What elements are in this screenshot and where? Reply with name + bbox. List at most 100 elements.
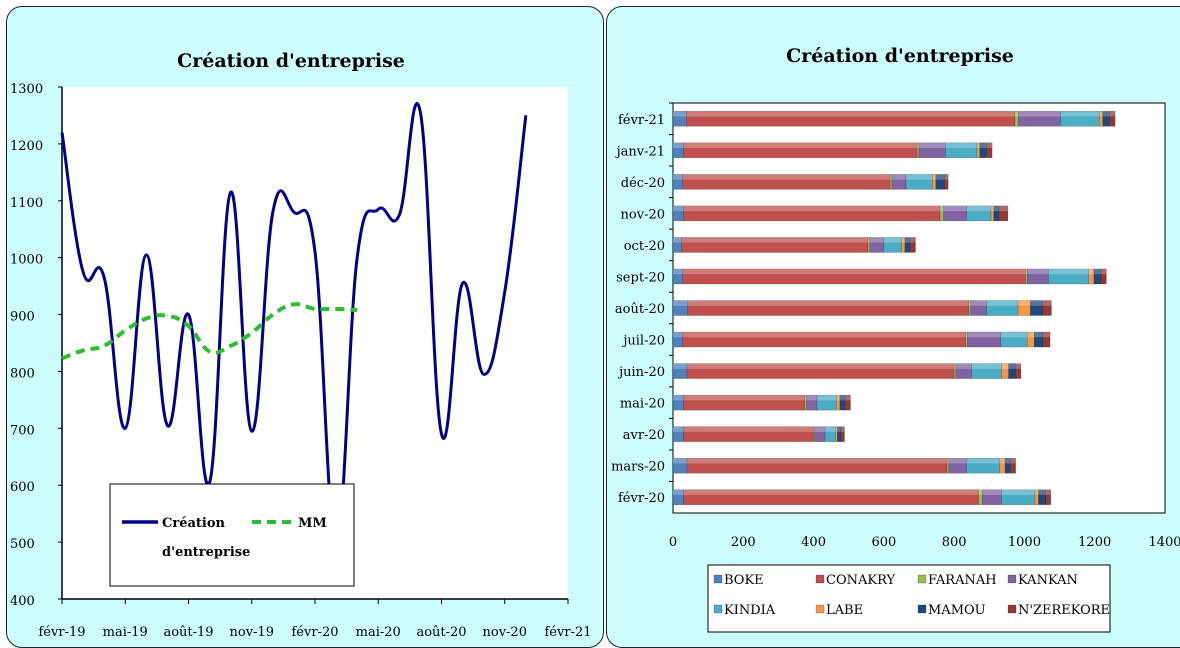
bar-highlight — [999, 458, 1006, 464]
bar-segment-nzerekore — [1109, 111, 1116, 127]
bar-segment-conakry — [686, 363, 955, 379]
y-tick-label: avr-20 — [623, 428, 665, 443]
bar-highlight — [1045, 489, 1051, 495]
bar-segment-nzerekore — [909, 237, 916, 253]
data-point — [230, 345, 232, 347]
bar-highlight — [1027, 268, 1049, 275]
bar-highlight — [686, 111, 1015, 117]
bar-highlight — [966, 458, 1000, 464]
data-point — [314, 308, 316, 310]
data-point — [335, 308, 337, 310]
bar-segment-kindia — [883, 237, 902, 253]
x-tick-label: 1000 — [1008, 535, 1041, 550]
data-point — [293, 303, 295, 305]
x-tick-label: août-19 — [163, 625, 213, 640]
data-point — [441, 433, 442, 435]
y-tick-label: 1200 — [10, 139, 43, 154]
bar-highlight — [1099, 111, 1103, 117]
bar-highlight — [954, 363, 956, 369]
data-point — [504, 291, 506, 293]
bar-segment-nzerekore — [1015, 363, 1022, 379]
x-tick-label: nov-20 — [483, 625, 527, 640]
legend-label: BOKE — [724, 573, 764, 588]
bar-segment-faranah — [813, 426, 815, 442]
data-point — [209, 351, 211, 353]
legend-label: CONAKRY — [826, 573, 895, 588]
bar-segment-labe — [990, 205, 995, 222]
legend-label: KANKAN — [1018, 573, 1078, 588]
bar-segment-nzerekore — [1100, 268, 1107, 285]
y-tick-label: nov-20 — [621, 207, 665, 222]
bar-highlight — [1015, 363, 1021, 369]
line-legend: Création d'entreprise MM — [109, 483, 355, 587]
y-tick-label: août-20 — [615, 302, 665, 317]
bar-highlight — [1030, 300, 1043, 306]
y-tick-label: janv-21 — [615, 144, 665, 159]
bar-highlight — [839, 395, 846, 401]
x-tick-label: 600 — [871, 535, 896, 550]
bar-highlight — [837, 426, 841, 432]
bar-segment-nzerekore — [1042, 331, 1051, 348]
bar-highlight — [1018, 300, 1031, 306]
legend-label-mm: MM — [298, 516, 327, 531]
legend-label: FARANAH — [928, 573, 997, 588]
bar-highlight — [883, 237, 902, 243]
x-tick-label: 800 — [942, 535, 967, 550]
bar-highlight — [683, 142, 918, 149]
bar-highlight — [683, 426, 814, 432]
bar-chart: Création d'entreprise 0 200 400 600 800 1000 1… — [611, 45, 1180, 633]
bar-highlight — [673, 237, 682, 243]
bar-highlight — [1000, 332, 1028, 338]
x-tick-label: nov-19 — [230, 625, 274, 640]
data-point — [525, 114, 527, 116]
data-point — [272, 211, 274, 213]
bar-highlight — [976, 142, 980, 149]
legend-swatch — [815, 604, 825, 614]
bar-segment-nzerekore — [944, 174, 949, 190]
data-point — [293, 211, 295, 213]
data-point — [82, 349, 84, 351]
y-tick-label: oct-20 — [624, 239, 665, 254]
bar-highlight — [673, 111, 687, 117]
bar-highlight — [905, 174, 933, 180]
data-point — [419, 112, 421, 114]
bar-highlight — [890, 174, 892, 180]
x-tick-label: févr-21 — [545, 625, 592, 640]
legend-label: MAMOU — [928, 603, 986, 618]
y-tick-label: 400 — [10, 594, 35, 609]
bar-highlight — [1027, 332, 1035, 338]
y-tick-label: 1100 — [10, 196, 43, 211]
bar-highlight — [910, 237, 916, 243]
bar-highlight — [901, 237, 905, 243]
y-tick-label: juil-20 — [621, 334, 665, 349]
bar-highlight — [1025, 268, 1028, 275]
bar-highlight — [814, 426, 826, 432]
legend-swatch — [713, 574, 723, 584]
x-tick-label: 200 — [731, 535, 756, 550]
bar-highlight — [845, 395, 851, 401]
bar-highlight — [948, 458, 967, 464]
x-tick-label: 1400 — [1148, 535, 1180, 550]
bar-highlight — [687, 363, 955, 369]
data-point — [103, 345, 105, 347]
x-tick-label: mai-19 — [103, 625, 148, 640]
bar-highlight — [1008, 363, 1016, 369]
bar-highlight — [986, 142, 993, 149]
bar-highlight — [904, 237, 911, 243]
bar-segment-nzerekore — [840, 426, 845, 442]
x-tick-label: mai-20 — [356, 625, 401, 640]
bar-segment-nzerekore — [1045, 489, 1052, 505]
bar-highlight — [1005, 458, 1011, 464]
bar-highlight — [979, 142, 987, 149]
bar-highlight — [673, 458, 688, 464]
bar-highlight — [673, 489, 684, 495]
x-tick-label: 1200 — [1078, 535, 1111, 550]
bar-highlight — [966, 205, 992, 212]
line-chart: Création d'entreprise 400 500 600 700 800 900… — [10, 50, 592, 640]
bar-highlight — [982, 489, 1002, 495]
bar-highlight — [673, 363, 688, 369]
bar-segment-nzerekore — [1010, 457, 1016, 474]
legend-swatch — [917, 574, 927, 584]
y-tick-label: juin-20 — [617, 365, 665, 380]
y-tick-label: déc-20 — [621, 176, 665, 191]
